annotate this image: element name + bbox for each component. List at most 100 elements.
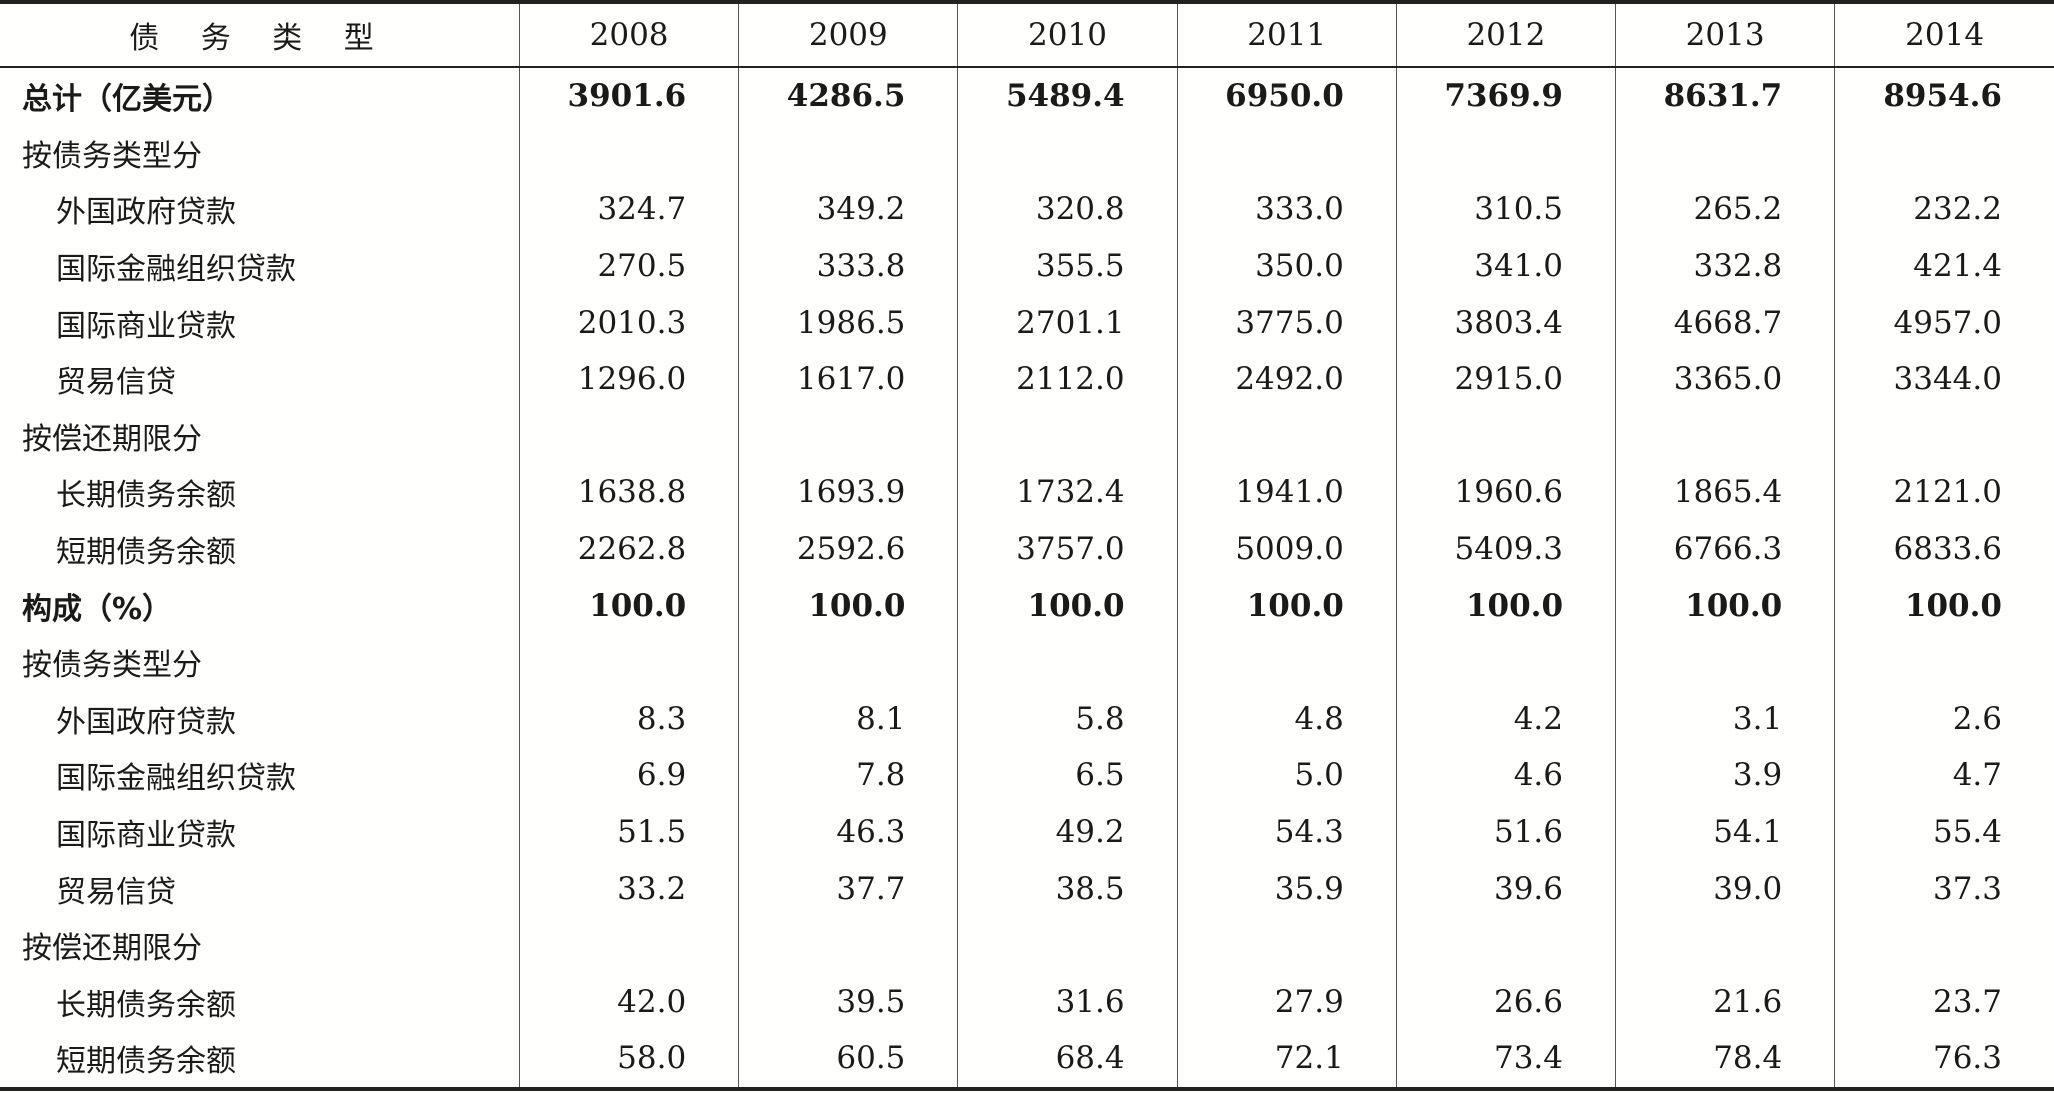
row-label: 短期债务余额 xyxy=(56,1044,236,1080)
header-year: 2008 xyxy=(518,2,739,68)
cell-value: 100.0 xyxy=(1176,577,1397,634)
cell-value: 100.0 xyxy=(738,577,958,634)
cell-value xyxy=(1834,633,2054,691)
cell-value: 1638.8 xyxy=(518,464,739,521)
cell-value: 3344.0 xyxy=(1834,350,2054,408)
cell-value: 100.0 xyxy=(1395,577,1616,634)
cell-value: 58.0 xyxy=(518,1030,739,1089)
cell-value: 2121.0 xyxy=(1834,464,2054,521)
cell-value xyxy=(518,124,739,182)
cell-value: 333.8 xyxy=(738,237,958,295)
cell-value: 1617.0 xyxy=(738,350,958,408)
cell-value: 4286.5 xyxy=(738,67,958,125)
cell-value xyxy=(957,916,1178,974)
cell-value: 3803.4 xyxy=(1395,294,1616,351)
cell-value xyxy=(518,916,739,974)
cell-value: 3901.6 xyxy=(518,67,739,125)
cell-value: 2.6 xyxy=(1834,690,2054,748)
cell-value xyxy=(957,124,1178,182)
cell-value xyxy=(518,633,739,691)
cell-value xyxy=(1176,916,1397,974)
table-row: 外国政府贷款 8.3 8.1 5.8 4.8 4.2 3.1 2.6 xyxy=(0,690,2054,748)
cell-value: 2915.0 xyxy=(1395,350,1616,408)
row-total-amount: 总计（亿美元） 3901.6 4286.5 5489.4 6950.0 7369… xyxy=(0,67,2054,125)
cell-value: 21.6 xyxy=(1615,973,1835,1031)
cell-value: 355.5 xyxy=(957,237,1178,295)
cell-value: 100.0 xyxy=(518,577,739,634)
cell-value: 265.2 xyxy=(1615,181,1835,238)
cell-value: 54.3 xyxy=(1176,803,1397,861)
table-row: 贸易信贷 1296.0 1617.0 2112.0 2492.0 2915.0 … xyxy=(0,350,2054,408)
cell-value: 4957.0 xyxy=(1834,294,2054,351)
cell-value: 5.0 xyxy=(1176,747,1397,804)
cell-value: 27.9 xyxy=(1176,973,1397,1031)
cell-value: 49.2 xyxy=(957,803,1178,861)
cell-value: 333.0 xyxy=(1176,181,1397,238)
cell-value: 3.9 xyxy=(1615,747,1835,804)
cell-value: 3.1 xyxy=(1615,690,1835,748)
cell-value: 350.0 xyxy=(1176,237,1397,295)
table-row: 长期债务余额 1638.8 1693.9 1732.4 1941.0 1960.… xyxy=(0,464,2054,521)
cell-value xyxy=(1615,633,1835,691)
cell-value: 8631.7 xyxy=(1615,67,1835,125)
cell-value: 2592.6 xyxy=(738,520,958,578)
cell-value: 7369.9 xyxy=(1395,67,1616,125)
cell-value: 4668.7 xyxy=(1615,294,1835,351)
cell-value: 39.6 xyxy=(1395,860,1616,917)
cell-value xyxy=(1615,916,1835,974)
header-year: 2011 xyxy=(1176,2,1397,68)
cell-value: 78.4 xyxy=(1615,1030,1835,1089)
cell-value: 1732.4 xyxy=(957,464,1178,521)
cell-value: 39.0 xyxy=(1615,860,1835,917)
header-row: 债 务 类 型 2008 2009 2010 2011 2012 2013 20… xyxy=(0,2,2054,68)
cell-value: 5009.0 xyxy=(1176,520,1397,578)
cell-value: 37.7 xyxy=(738,860,958,917)
cell-value: 332.8 xyxy=(1615,237,1835,295)
cell-value xyxy=(738,633,958,691)
section-row: 按偿还期限分 xyxy=(0,916,2054,974)
cell-value: 5409.3 xyxy=(1395,520,1616,578)
row-label: 长期债务余额 xyxy=(56,478,236,514)
cell-value: 26.6 xyxy=(1395,973,1616,1031)
cell-value xyxy=(1834,916,2054,974)
table-row: 贸易信贷 33.2 37.7 38.5 35.9 39.6 39.0 37.3 xyxy=(0,860,2054,917)
cell-value: 100.0 xyxy=(957,577,1178,634)
cell-value: 8.3 xyxy=(518,690,739,748)
cell-value: 6766.3 xyxy=(1615,520,1835,578)
cell-value: 4.7 xyxy=(1834,747,2054,804)
cell-value: 2492.0 xyxy=(1176,350,1397,408)
table-row: 短期债务余额 2262.8 2592.6 3757.0 5009.0 5409.… xyxy=(0,520,2054,578)
cell-value xyxy=(1176,407,1397,465)
cell-value: 4.2 xyxy=(1395,690,1616,748)
cell-value: 5.8 xyxy=(957,690,1178,748)
row-label: 构成（%） xyxy=(22,591,173,627)
row-total-composition: 构成（%） 100.0 100.0 100.0 100.0 100.0 100.… xyxy=(0,577,2054,634)
cell-value: 54.1 xyxy=(1615,803,1835,861)
table-row: 国际金融组织贷款 270.5 333.8 355.5 350.0 341.0 3… xyxy=(0,237,2054,295)
cell-value: 46.3 xyxy=(738,803,958,861)
row-label: 国际商业贷款 xyxy=(56,308,236,344)
cell-value: 324.7 xyxy=(518,181,739,238)
cell-value: 1296.0 xyxy=(518,350,739,408)
cell-value: 35.9 xyxy=(1176,860,1397,917)
cell-value: 2010.3 xyxy=(518,294,739,351)
cell-value: 51.5 xyxy=(518,803,739,861)
table-row: 国际商业贷款 51.5 46.3 49.2 54.3 51.6 54.1 55.… xyxy=(0,803,2054,861)
section-row: 按偿还期限分 xyxy=(0,407,2054,465)
cell-value xyxy=(738,916,958,974)
cell-value: 6.5 xyxy=(957,747,1178,804)
cell-value xyxy=(1395,916,1616,974)
cell-value: 232.2 xyxy=(1834,181,2054,238)
cell-value xyxy=(1834,407,2054,465)
cell-value: 421.4 xyxy=(1834,237,2054,295)
cell-value: 5489.4 xyxy=(957,67,1178,125)
row-label: 贸易信贷 xyxy=(56,874,176,910)
row-label: 短期债务余额 xyxy=(56,535,236,571)
cell-value: 23.7 xyxy=(1834,973,2054,1031)
cell-value: 6950.0 xyxy=(1176,67,1397,125)
header-year: 2014 xyxy=(1834,2,2054,68)
header-year: 2009 xyxy=(738,2,958,68)
cell-value xyxy=(1615,124,1835,182)
cell-value: 76.3 xyxy=(1834,1030,2054,1089)
